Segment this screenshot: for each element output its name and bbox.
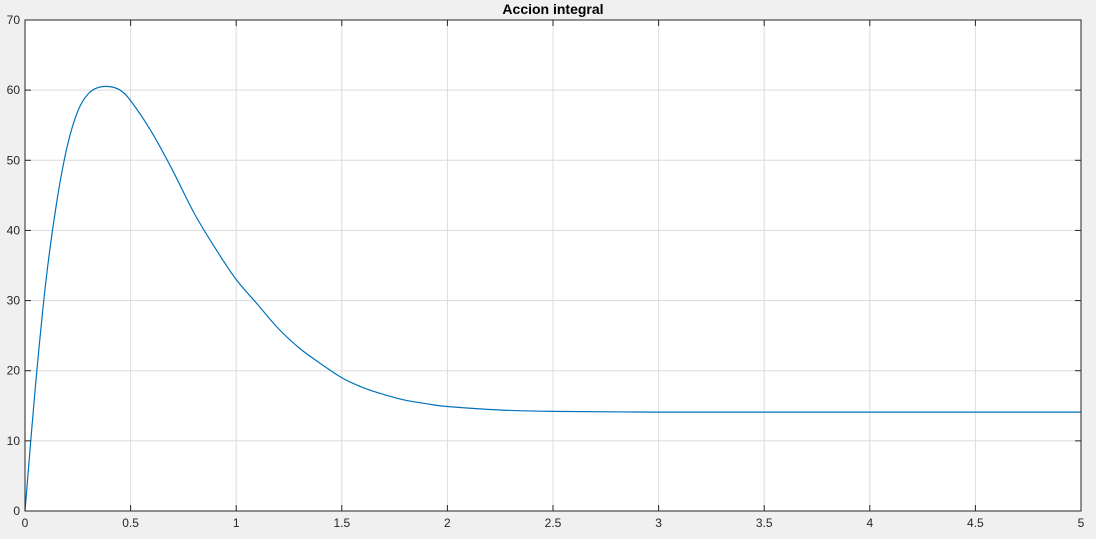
x-tick-label: 3.5 — [756, 516, 773, 530]
y-tick-label: 20 — [7, 364, 21, 378]
x-tick-label: 4 — [866, 516, 873, 530]
grid-lines — [25, 20, 1081, 511]
x-tick-label: 0.5 — [122, 516, 139, 530]
y-tick-label: 40 — [7, 223, 21, 237]
chart-title: Accion integral — [502, 1, 603, 17]
axes-frame — [24, 19, 1082, 512]
x-tick-label: 1.5 — [333, 516, 350, 530]
y-tick-label: 60 — [7, 83, 21, 97]
x-tick-label: 1 — [233, 516, 240, 530]
y-tick-label: 50 — [7, 153, 21, 167]
x-tick-label: 2 — [444, 516, 451, 530]
y-tick-label: 10 — [7, 434, 21, 448]
series-group — [24, 85, 1081, 512]
y-tick-label: 30 — [7, 294, 21, 308]
x-tick-label: 3 — [655, 516, 662, 530]
series-line — [24, 85, 1081, 512]
x-tick-label: 5 — [1078, 516, 1085, 530]
axes-box — [24, 19, 1082, 512]
x-tick-label: 4.5 — [967, 516, 984, 530]
y-tick-label: 70 — [7, 13, 21, 27]
y-tick-label: 0 — [13, 504, 20, 518]
x-tick-label: 0 — [22, 516, 29, 530]
x-tick-label: 2.5 — [545, 516, 562, 530]
